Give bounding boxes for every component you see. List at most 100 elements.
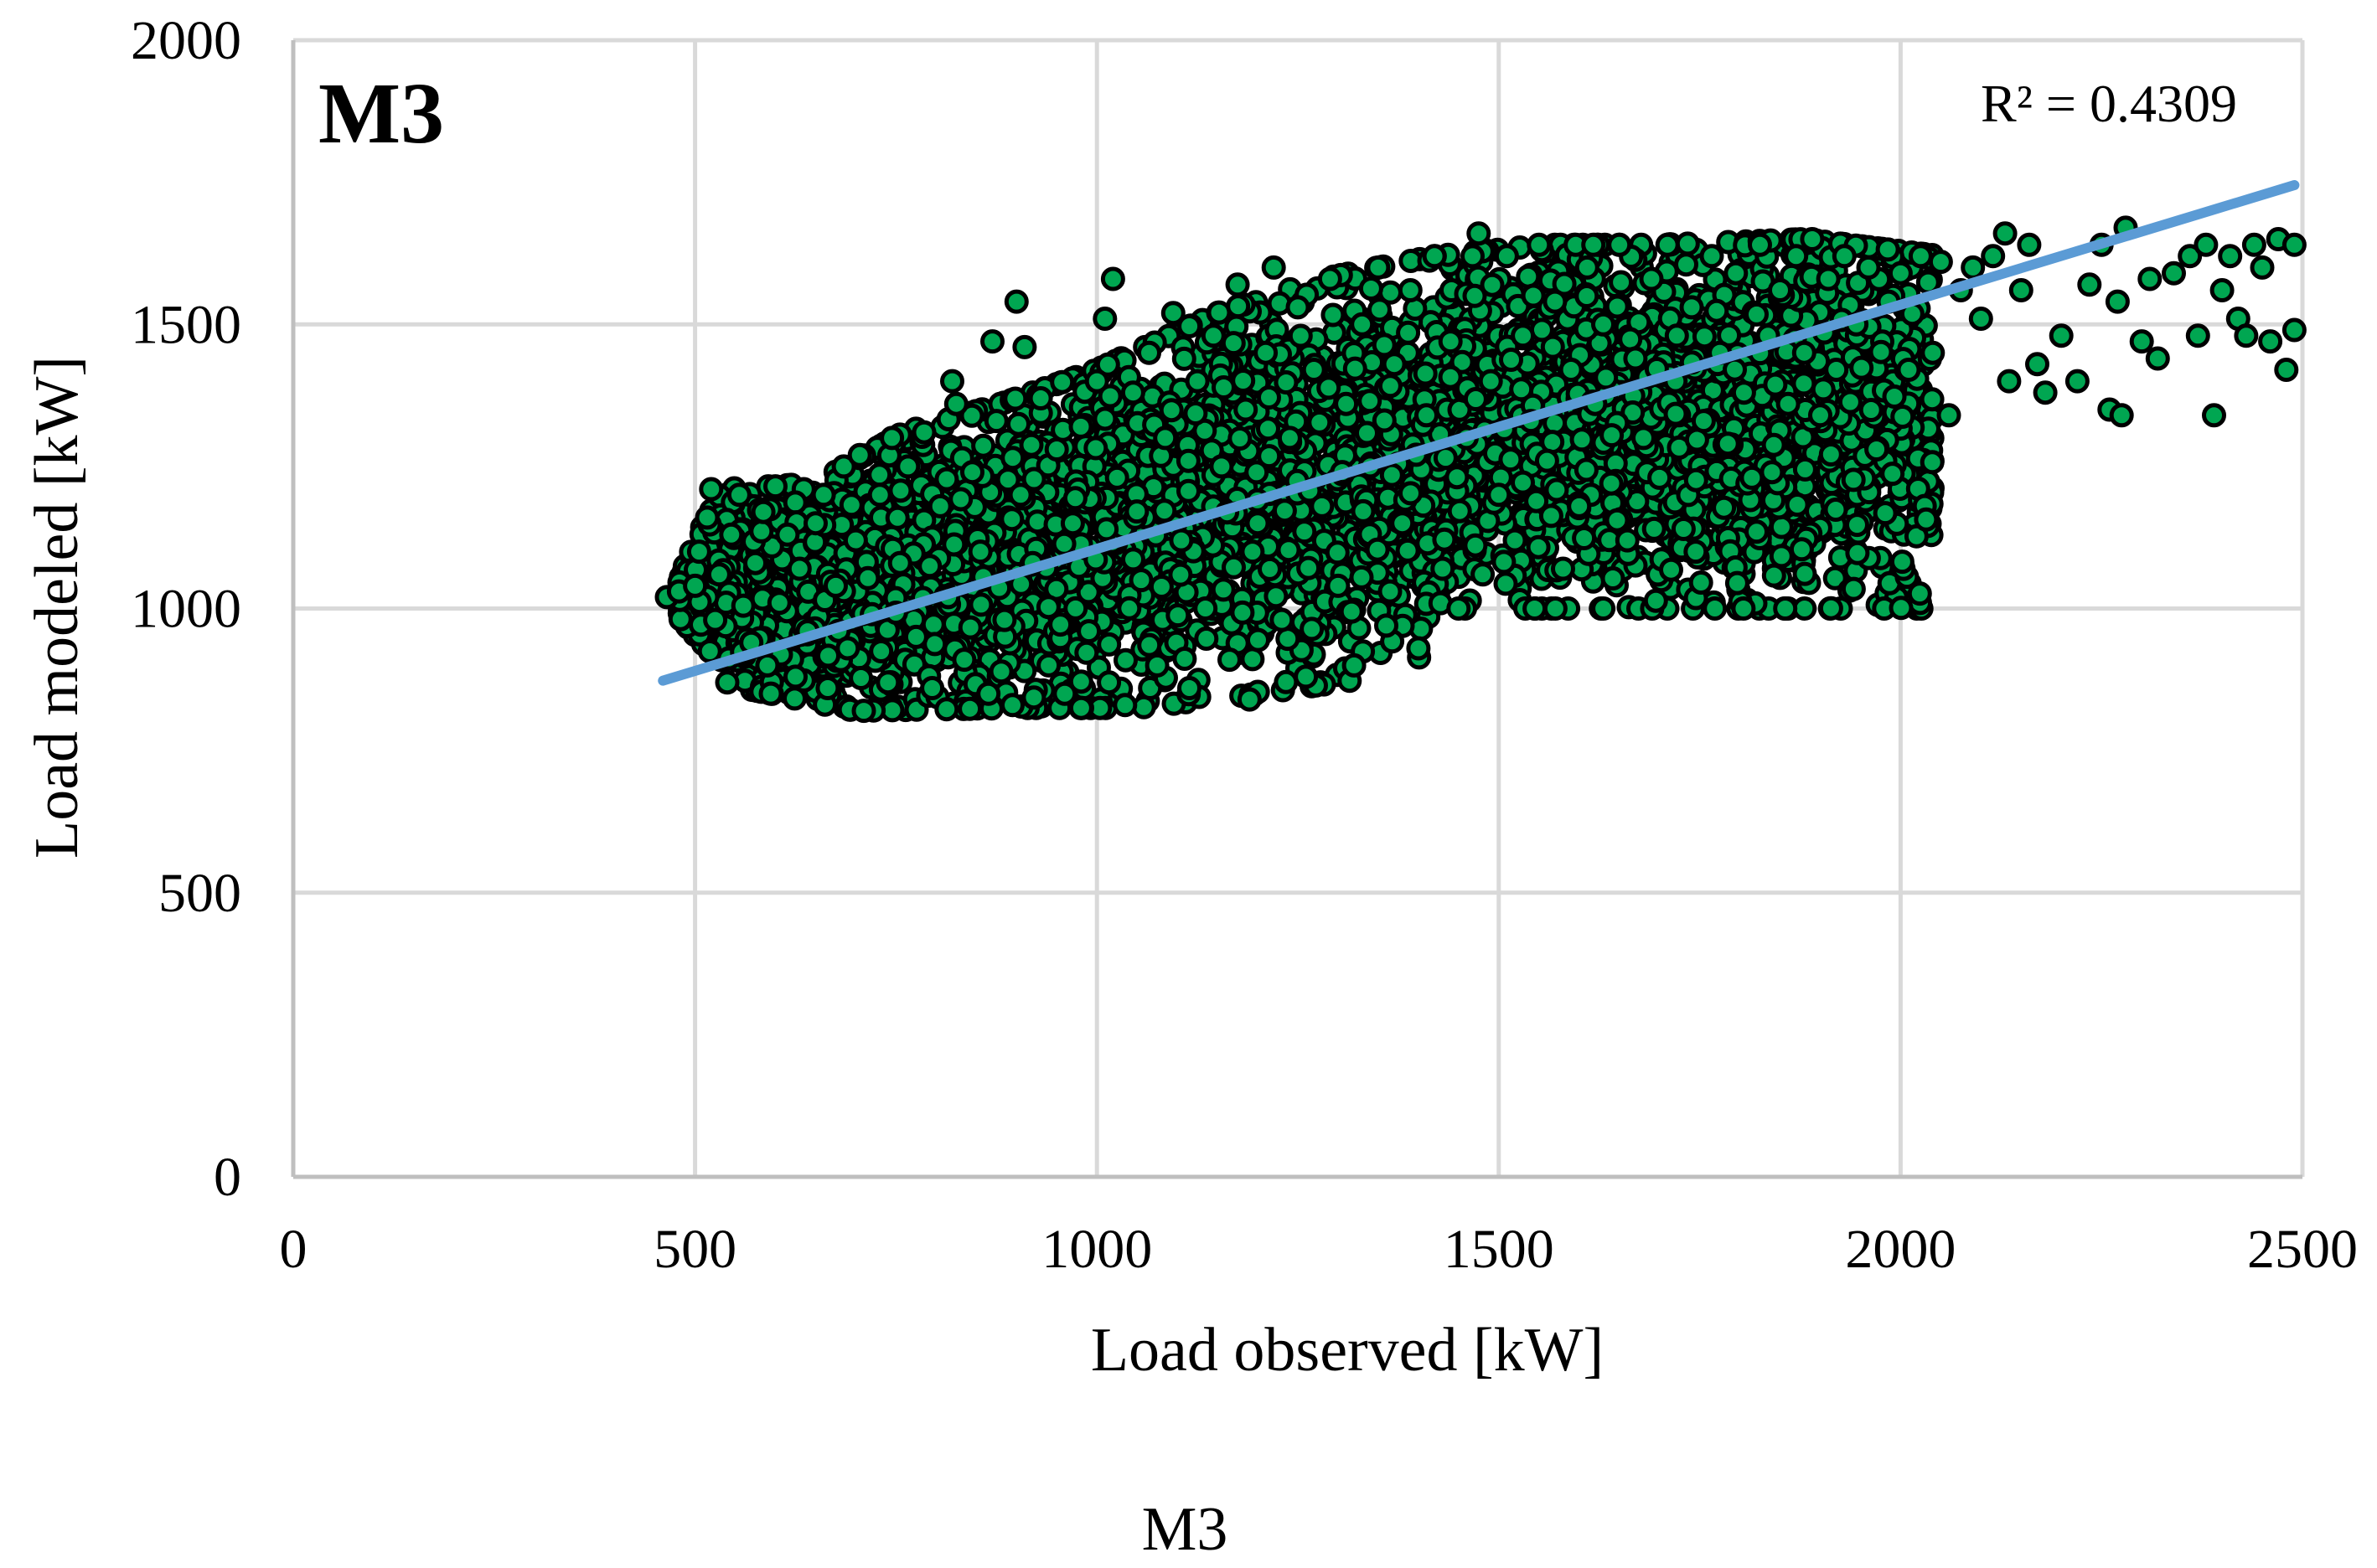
scatter-point: [1272, 498, 1297, 524]
scatter-point: [1789, 537, 1814, 562]
scatter-point: [1000, 446, 1026, 471]
scatter-point: [1172, 647, 1197, 671]
scatter-point: [1499, 348, 1523, 372]
scatter-point: [1692, 324, 1717, 349]
scatter-point: [1889, 596, 1914, 621]
scatter-point: [1498, 447, 1523, 472]
scatter-point: [934, 467, 959, 492]
scatter-point: [1493, 571, 1518, 596]
scatter-point: [1538, 503, 1563, 529]
scatter-point: [1093, 406, 1118, 431]
scatter-point: [1159, 398, 1184, 423]
scatter-point: [1149, 575, 1174, 599]
scatter-point: [1006, 411, 1031, 436]
scatter-point: [1516, 264, 1541, 289]
axes: [291, 40, 2302, 1179]
scatter-point: [1367, 297, 1392, 322]
scatter-point: [1731, 596, 1756, 621]
scatter-point: [1880, 462, 1905, 487]
scatter-point: [1183, 401, 1208, 426]
scatter-point: [1511, 470, 1535, 495]
scatter-point: [1823, 498, 1848, 522]
scatter-point: [1920, 387, 1945, 412]
scatter-point: [1522, 596, 1548, 621]
scatter-point: [1785, 493, 1810, 517]
scatter-point: [1377, 374, 1403, 399]
scatter-point: [1604, 508, 1630, 533]
scatter-point: [1083, 436, 1108, 461]
scatter-point: [1003, 386, 1028, 411]
scatter-point: [1320, 302, 1346, 328]
scatter-point: [1491, 549, 1517, 575]
scatter-point: [1114, 647, 1138, 673]
scatter-point: [1845, 513, 1869, 538]
scatter-point: [1097, 632, 1122, 657]
scatter-point: [1292, 519, 1317, 544]
scatter-point: [1413, 361, 1438, 386]
scatter-point: [888, 478, 913, 503]
scatter-point: [1609, 270, 1634, 295]
scatter-point: [1240, 539, 1265, 565]
scatter-point: [1688, 570, 1713, 595]
scatter-point: [1447, 498, 1472, 524]
scatter-point: [668, 606, 693, 632]
scatter-point: [1659, 557, 1683, 582]
scatter-point: [1849, 355, 1874, 380]
scatter-point: [1351, 498, 1376, 524]
scatter-point: [1221, 331, 1246, 356]
scatter-point: [1460, 244, 1485, 269]
scatter-point: [1052, 531, 1077, 556]
scatter-point: [1773, 596, 1798, 621]
scatter-point: [1050, 369, 1075, 395]
scatter-point: [1761, 432, 1786, 457]
scatter-point: [1889, 549, 1915, 575]
scatter-point: [1342, 356, 1367, 381]
scatter-point: [1875, 237, 1900, 262]
scatter-point: [1349, 565, 1374, 590]
scatter-point: [1246, 627, 1270, 652]
scatter-point: [1641, 516, 1666, 541]
scatter-point: [1600, 566, 1625, 591]
scatter-point: [1920, 450, 1945, 475]
scatter-point: [1257, 444, 1282, 469]
scatter-point: [1540, 334, 1565, 359]
scatter-point: [1675, 231, 1700, 256]
scatter-point: [1744, 519, 1769, 544]
scatter-point: [1463, 387, 1488, 411]
scatter-point: [1274, 669, 1299, 694]
scatter-point: [989, 659, 1014, 684]
data-points: [654, 215, 2307, 724]
scatter-point: [1526, 534, 1551, 560]
scatter-point: [1463, 533, 1488, 558]
scatter-point: [1358, 276, 1383, 301]
scatter-point: [1574, 284, 1599, 308]
scatter-point: [855, 565, 881, 591]
scatter-point: [1316, 375, 1341, 400]
scatter-point: [1907, 581, 1932, 606]
scatter-point: [1019, 432, 1044, 457]
scatter-point: [1171, 346, 1196, 371]
scatter-point: [1212, 375, 1236, 400]
scatter-point: [1604, 294, 1630, 319]
scatter-point: [1021, 685, 1046, 710]
scatter-point: [1792, 561, 1817, 586]
scatter-point: [1591, 596, 1616, 621]
scatter-point: [1704, 298, 1729, 323]
scatter-point: [1095, 352, 1120, 377]
scatter-point: [958, 696, 983, 721]
scatter-point: [1761, 563, 1786, 588]
scatter-point: [1818, 596, 1843, 621]
scatter-point: [1117, 596, 1142, 621]
scatter-point: [1792, 456, 1817, 482]
scatter-point: [1521, 283, 1546, 308]
scatter-point: [1226, 294, 1251, 319]
scatter-point: [783, 490, 808, 515]
gridlines: [293, 38, 2305, 1177]
scatter-point: [1769, 514, 1794, 539]
scatter-point: [971, 433, 996, 458]
scatter-point: [1307, 410, 1332, 435]
scatter-point: [1544, 477, 1569, 503]
scatter-point: [1372, 333, 1397, 358]
scatter-point: [1723, 357, 1747, 382]
